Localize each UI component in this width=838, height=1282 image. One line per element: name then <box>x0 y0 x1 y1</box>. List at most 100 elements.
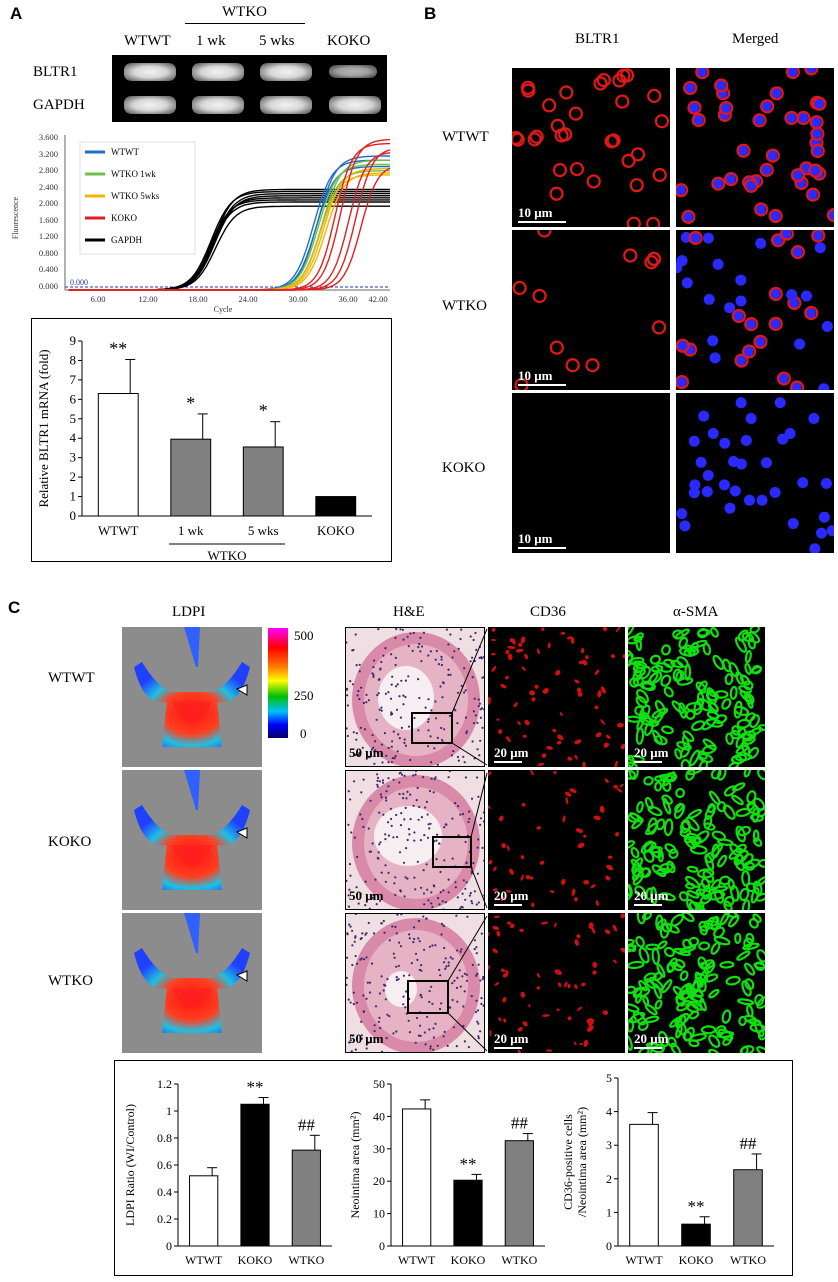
scale-label: 20 μm <box>634 1031 669 1046</box>
chart-bltr1-mrna: 0 1 2 3 4 5 6 7 8 9 ** WTWT * 1 wk * 5 wks KOKO Relative … <box>36 333 372 561</box>
gel-lane-1wk: 1 wk <box>196 33 226 49</box>
panel-a-letter: A <box>10 4 23 23</box>
group-label: WTKO <box>208 548 247 561</box>
micrograph-koko-bltr1: 10 μm <box>512 393 670 553</box>
y-tick-label: 10 <box>373 1207 385 1221</box>
category-label: 1 wk <box>178 523 204 538</box>
cell-texture <box>676 397 834 553</box>
he-image-wtwt <box>345 627 485 767</box>
ldpi-perfusion-map <box>134 627 250 747</box>
panel-c-row-koko: KOKO <box>48 834 92 850</box>
ldpi-image-wtwt <box>122 627 262 767</box>
bar <box>504 1140 534 1247</box>
y-tick-label: 40 <box>373 1109 385 1123</box>
scale-label: 20 μm <box>494 745 529 760</box>
cd36-image-wtwt: 20 μm <box>488 627 625 767</box>
panel-b-col-bltr1: BLTR1 <box>575 31 620 47</box>
significance-label: ** <box>460 1154 477 1173</box>
category-label: KOKO <box>451 1253 486 1267</box>
y-tick-label: 6 <box>70 391 77 406</box>
y-tick-label: 0.2 <box>157 1212 172 1226</box>
significance-label: ** <box>247 1078 264 1097</box>
y-tick-label: 1 <box>606 1205 612 1219</box>
bar <box>315 496 357 517</box>
qpcr-xtick: 42.00 <box>368 294 387 304</box>
colorbar-tick-250: 250 <box>294 688 314 703</box>
y-axis-label: Relative BLTR1 mRNA (fold) <box>36 349 51 507</box>
category-label: WTKO <box>730 1253 766 1267</box>
significance-label: ** <box>688 1197 705 1216</box>
scale-label: 20 μm <box>494 1031 529 1046</box>
qpcr-xtick: 18.00 <box>188 294 207 304</box>
y-tick-label: 8 <box>70 352 77 367</box>
gel-lane-wtwt: WTWT <box>124 33 171 49</box>
he-zoom-overlay: 50 μm 50 μm 50 μm <box>349 628 488 1052</box>
micrograph-koko-merged <box>676 393 834 553</box>
scale-label: 50 μm <box>349 1031 384 1046</box>
qpcr-ytick: 1.600 <box>39 215 58 225</box>
texture <box>628 913 765 1053</box>
texture <box>488 770 624 908</box>
legend-label-gapdh: GAPDH <box>111 235 143 245</box>
category-label: WTWT <box>185 1253 223 1267</box>
y-tick-label: 0 <box>166 1239 172 1253</box>
he-stain <box>346 628 484 766</box>
panel-b-letter: B <box>424 4 437 23</box>
panel-c-col-ldpi: LDPI <box>172 604 206 620</box>
gel-row-gapdh: GAPDH <box>33 97 85 113</box>
y-tick-label: 5 <box>70 411 77 426</box>
bar <box>242 446 284 517</box>
qpcr-legend <box>79 141 196 255</box>
gel-group-label: WTKO <box>222 4 267 20</box>
y-tick-label: 2 <box>606 1172 612 1186</box>
bar <box>733 1169 763 1247</box>
panel-c-row-wtwt: WTWT <box>48 670 95 686</box>
y-tick-label: 0.6 <box>157 1158 172 1172</box>
qpcr-xtick: 6.00 <box>91 294 106 304</box>
legend-label-koko: KOKO <box>111 213 137 223</box>
ldpi-perfusion-map <box>134 913 250 1033</box>
y-tick-label: 0 <box>70 508 77 523</box>
micrograph-wtko-merged <box>676 230 834 390</box>
asma-image-wtko: 20 μm <box>628 913 765 1053</box>
qpcr-xtick: 24.00 <box>238 294 257 304</box>
gel-group-line <box>185 23 305 24</box>
ldpi-image-koko <box>122 770 262 910</box>
category-label: WTWT <box>625 1253 663 1267</box>
significance-label: ## <box>740 1134 758 1153</box>
texture <box>628 627 765 767</box>
y-axis-label: LDPI Ratio (WI/Control) <box>123 1104 137 1226</box>
qpcr-xtick: 30.00 <box>288 294 307 304</box>
y-axis-label: /Neointima area (mm²) <box>575 1107 589 1217</box>
qpcr-ytick: 3.600 <box>39 132 58 142</box>
gel-gapdh-blot <box>112 88 387 122</box>
chart-cd36-positive: 0 1 2 3 4 5 WTWT ** KOKO ## WTKO CD36-positive cell… <box>561 1071 774 1267</box>
bar <box>240 1103 270 1247</box>
bar <box>629 1123 659 1247</box>
ldpi-colorbar <box>268 628 288 738</box>
y-tick-label: 20 <box>373 1174 385 1188</box>
category-label: KOKO <box>317 523 355 538</box>
he-stain <box>346 771 484 909</box>
cell-texture <box>512 68 670 227</box>
y-tick-label: 4 <box>606 1105 612 1119</box>
category-label: KOKO <box>679 1253 714 1267</box>
gel-lane-koko: KOKO <box>327 33 371 49</box>
significance-label: ## <box>298 1115 316 1134</box>
y-tick-label: 9 <box>70 333 77 348</box>
qpcr-ytick: 2.800 <box>39 165 58 175</box>
y-tick-label: 3 <box>606 1138 612 1152</box>
qpcr-ytick: 0.000 <box>39 281 58 291</box>
gel-row-bltr1: BLTR1 <box>33 64 78 80</box>
cd36-image-koko: 20 μm <box>488 770 625 910</box>
y-tick-label: 1.2 <box>157 1077 172 1091</box>
significance-label: ** <box>109 338 127 358</box>
charts-c-frame <box>114 1060 793 1276</box>
he-zoom-box <box>432 836 472 868</box>
ldpi-image-wtko <box>122 913 262 1053</box>
scale-label: 50 μm <box>349 888 384 903</box>
panel-b-row-wtwt: WTWT <box>442 129 489 145</box>
y-tick-label: 1 <box>166 1104 172 1118</box>
bar <box>189 1175 219 1247</box>
category-label: WTWT <box>98 523 138 538</box>
